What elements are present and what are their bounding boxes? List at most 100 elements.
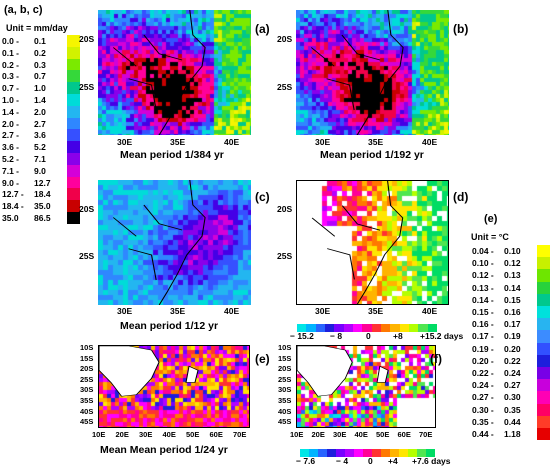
map-panel-f: [296, 345, 436, 428]
legend-left-lo-14: 18.4 -: [2, 201, 24, 212]
ytick: 20S: [79, 34, 95, 44]
legend-left-unit: Unit = mm/day: [6, 23, 68, 33]
xtick: 30E: [315, 306, 331, 316]
xtick: 70E: [419, 430, 433, 439]
legend-right-hi-15: 1.18: [504, 429, 521, 439]
legend-left-hi-4: 1.0: [34, 83, 46, 94]
ytick: 25S: [80, 374, 94, 384]
legend-left-lo-9: 3.6 -: [2, 142, 20, 153]
ytick: 20S: [80, 364, 94, 374]
xtick: 40E: [224, 137, 240, 147]
legend-left-lo-10: 5.2 -: [2, 154, 20, 164]
xtick: 35E: [368, 137, 384, 147]
xtick: 60E: [209, 430, 223, 439]
legend-left-swatch-9: [67, 141, 80, 153]
colorbar-cell: [306, 324, 316, 332]
legend-left-hi-2: 0.3: [34, 59, 46, 70]
colorbar-f-label: +4: [388, 456, 398, 466]
legend-left-hi-13: 18.4: [34, 189, 51, 200]
legend-left-hi-0: 0.1: [34, 36, 46, 46]
coastline-overlay: [311, 181, 404, 304]
colorbar-f: [300, 444, 435, 457]
legend-right-header: (e): [484, 213, 498, 225]
panel-f-letter: (f): [430, 352, 442, 366]
panel-a-title: Mean period 1/384 yr: [120, 149, 224, 161]
legend-right-swatch-6: [537, 318, 550, 331]
legend-left-lo-3: 0.3 -: [2, 71, 20, 82]
xtick: 70E: [233, 430, 247, 439]
legend-right-swatch-14: [537, 415, 550, 428]
colorbar-cell: [363, 449, 372, 457]
panel-b-letter: (b): [453, 22, 469, 36]
colorbar-cell: [352, 324, 363, 332]
legend-right-hi-4: 0.15: [504, 294, 521, 305]
panel-c-letter: (c): [255, 190, 270, 204]
legend-right-swatch-10: [537, 367, 550, 380]
xtick: 40E: [422, 306, 438, 316]
legend-right-hi-9: 0.22: [504, 355, 521, 366]
xtick: 30E: [117, 137, 133, 147]
legend-left-hi-3: 0.7: [34, 71, 46, 82]
legend-left-lo-6: 1.4 -: [2, 106, 20, 117]
colorbar-cell: [390, 324, 400, 332]
colorbar-f-label: +7.6 days: [412, 456, 451, 466]
colorbar-f-label: 0: [368, 456, 373, 466]
legend-right-hi-6: 0.17: [504, 319, 521, 330]
colorbar-cell: [297, 324, 307, 332]
legend-right-lo-9: 0.20 -: [472, 355, 494, 366]
legend-right-swatch-9: [537, 354, 550, 367]
legend-left-lo-2: 0.2 -: [2, 59, 20, 70]
xtick: 10E: [92, 430, 106, 439]
coastline-overlay: [310, 10, 404, 135]
legend-left-hi-15: 86.5: [34, 213, 51, 223]
map-panel-e: [98, 345, 250, 428]
ytick: 10S: [80, 343, 94, 352]
colorbar-cell: [426, 449, 435, 457]
colorbar-cell: [408, 324, 419, 332]
legend-left-hi-6: 2.0: [34, 106, 46, 117]
ytick: 25S: [278, 374, 292, 384]
coastline-path: [112, 180, 206, 305]
colorbar-d-label: +8: [393, 331, 403, 341]
xtick: 40E: [162, 430, 176, 439]
legend-left-swatch-7: [67, 117, 80, 130]
xtick: 40E: [354, 430, 368, 439]
legend-left-swatch-4: [67, 82, 80, 94]
xtick: 20E: [115, 430, 129, 439]
legend-right-hi-11: 0.27: [504, 380, 521, 391]
coastline-path: [297, 346, 389, 397]
ytick: 25S: [277, 251, 293, 261]
legend-left-lo-0: 0.0 -: [2, 36, 20, 46]
legend-right: 0.04 -0.10 0.10 -0.12 0.12 -0.13 0.13 -0.14…: [470, 245, 550, 446]
legend-right-lo-13: 0.30 -: [472, 404, 494, 415]
xtick: 50E: [186, 430, 200, 439]
xtick: 35E: [170, 306, 186, 316]
legend-right-lo-12: 0.27 -: [472, 392, 494, 403]
colorbar-cell: [336, 449, 345, 457]
legend-right-hi-10: 0.24: [504, 368, 521, 378]
ytick: 45S: [278, 417, 292, 427]
legend-left-swatch-3: [67, 70, 80, 83]
legend-right-lo-2: 0.12 -: [472, 270, 494, 281]
legend-left-hi-8: 3.6: [34, 130, 46, 141]
legend-right-hi-13: 0.35: [504, 404, 521, 415]
map-panel-a: [98, 10, 251, 135]
legend-right-hi-14: 0.44: [504, 416, 521, 427]
colorbar-cell: [399, 449, 408, 457]
ytick: 15S: [80, 353, 94, 363]
ytick: 10S: [278, 343, 292, 352]
legend-left-hi-10: 7.1: [34, 154, 46, 164]
legend-right-lo-5: 0.15 -: [472, 307, 494, 317]
ytick: 20S: [278, 364, 292, 374]
legend-right-lo-14: 0.35 -: [472, 416, 494, 427]
ytick: 25S: [79, 82, 95, 92]
colorbar-d-label: − 15.2: [290, 331, 314, 341]
legend-left-hi-9: 5.2: [34, 142, 46, 153]
xtick: 30E: [315, 137, 331, 147]
coastline-path: [112, 10, 206, 135]
legend-right-hi-1: 0.12: [504, 258, 521, 269]
ytick: 45S: [80, 417, 94, 427]
xtick: 40E: [224, 306, 240, 316]
map-panel-c: [98, 180, 251, 305]
coastline-overlay: [99, 346, 199, 397]
